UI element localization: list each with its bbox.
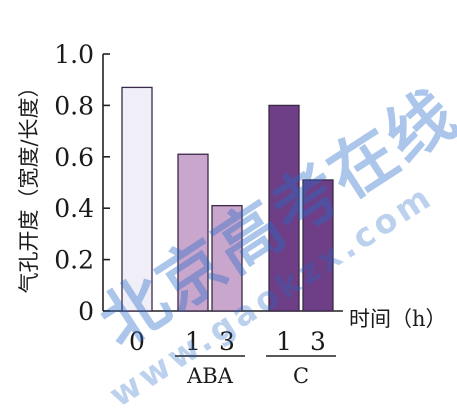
y-tick-label: 0.4 <box>54 194 94 223</box>
bars <box>121 86 334 312</box>
bar <box>302 179 334 312</box>
x-axis-label: 时间（h） <box>349 307 447 331</box>
y-axis-label: 气孔开度（宽度/长度） <box>17 76 41 293</box>
y-tick-label: 0 <box>78 297 94 326</box>
y-tick-label: 1.0 <box>54 40 94 69</box>
group-label: ABA <box>186 364 234 388</box>
y-tick-label: 0.8 <box>54 91 94 120</box>
y-tick-label: 0.2 <box>54 246 94 275</box>
bar <box>121 86 153 312</box>
bar <box>268 104 300 312</box>
group-label: C <box>293 364 309 388</box>
x-tick-label: 3 <box>219 327 235 356</box>
x-tick-label: 1 <box>185 327 201 356</box>
y-ticks: 0 0.2 0.4 0.6 0.8 1.0 <box>54 40 110 326</box>
bar <box>177 153 209 312</box>
bar <box>211 204 243 312</box>
y-tick-label: 0.6 <box>54 143 94 172</box>
x-tick-label: 0 <box>129 327 145 356</box>
x-tick-label: 1 <box>276 327 292 356</box>
y-axis-label-text: 气孔开度（宽度/长度） <box>17 76 41 293</box>
group-labels: ABA C <box>175 355 336 388</box>
x-tick-label: 3 <box>310 327 326 356</box>
